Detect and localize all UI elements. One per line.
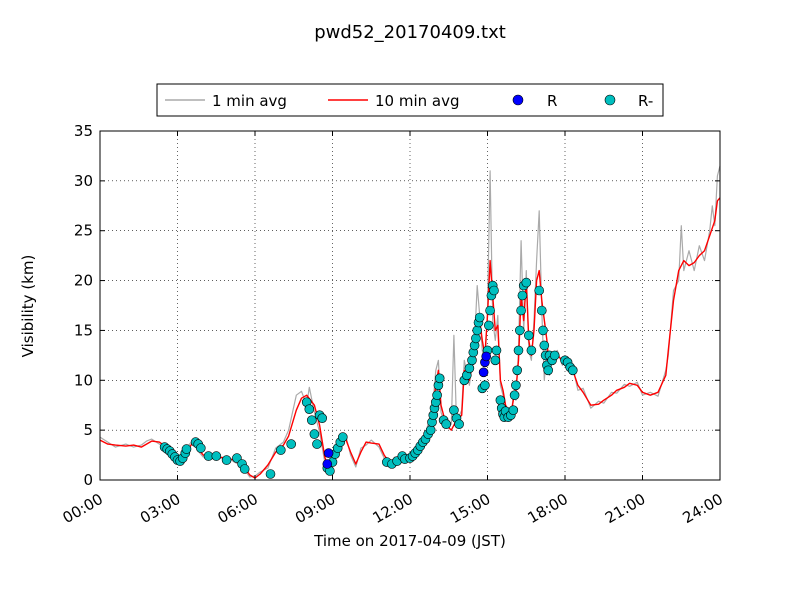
marker-r-minus — [483, 320, 494, 331]
marker-r-minus — [514, 325, 525, 336]
legend-marker-r-minus — [604, 94, 616, 106]
marker-r-minus — [521, 277, 532, 288]
marker-r-minus — [309, 429, 320, 439]
marker-r-minus — [489, 285, 499, 296]
marker-r — [478, 367, 489, 378]
marker-r-minus — [495, 395, 506, 406]
y-axis-label: Visibility (km) — [19, 255, 37, 358]
x-tick-label: 09:00 — [292, 490, 338, 527]
y-tick-label: 20 — [74, 272, 93, 290]
marker-r-minus — [472, 325, 483, 336]
marker-r-minus — [196, 443, 206, 453]
marker-r-minus — [536, 305, 547, 316]
marker-r-minus — [480, 380, 490, 391]
marker-r-minus — [211, 451, 222, 461]
marker-r-minus — [567, 365, 578, 376]
y-tick-label: 30 — [74, 172, 93, 190]
marker-r-minus — [221, 455, 232, 465]
y-tick-label: 10 — [74, 371, 93, 389]
chart-title: pwd52_20170409.txt — [314, 22, 506, 43]
plot-series — [99, 165, 721, 479]
legend-label-1min: 1 min avg — [212, 92, 287, 110]
legend-label-r: R — [547, 92, 557, 110]
x-tick-label: 06:00 — [215, 490, 261, 527]
marker-r-minus — [543, 365, 554, 376]
marker-r-minus — [490, 355, 501, 366]
marker-r-minus — [512, 365, 523, 376]
marker-r-minus — [337, 432, 348, 442]
x-tick-label: 18:00 — [525, 490, 571, 527]
marker-r-minus — [467, 355, 477, 366]
marker-r-minus — [491, 345, 502, 356]
marker-r-minus — [509, 390, 520, 401]
marker-r-minus — [432, 390, 442, 401]
x-tick-label: 12:00 — [370, 490, 416, 527]
legend-box — [156, 83, 664, 117]
marker-r-minus — [306, 415, 317, 426]
marker-r-minus — [317, 413, 328, 424]
marker-r-minus — [181, 444, 192, 454]
x-tick-label: 03:00 — [137, 490, 183, 527]
x-tick-label: 00:00 — [60, 490, 106, 527]
marker-r — [323, 448, 334, 458]
marker-r-minus — [511, 380, 521, 391]
marker-r-minus — [485, 305, 495, 316]
grid — [100, 131, 720, 480]
marker-r — [322, 459, 333, 469]
y-tick-label: 35 — [74, 122, 93, 140]
marker-r-minus — [304, 404, 315, 415]
marker-r-minus — [449, 405, 459, 416]
marker-r-minus — [516, 305, 526, 316]
legend-marker-r — [512, 94, 524, 106]
marker-r-minus — [239, 464, 250, 474]
y-tick-label: 0 — [83, 471, 93, 489]
marker-r — [481, 351, 492, 362]
marker-r-minus — [441, 419, 452, 430]
x-tick-label: 15:00 — [447, 490, 493, 527]
marker-r-minus — [286, 439, 297, 449]
marker-r-minus — [539, 340, 550, 351]
marker-r-minus — [513, 345, 524, 356]
marker-r-minus — [454, 419, 464, 430]
marker-r-minus — [275, 445, 286, 455]
marker-r-minus — [464, 363, 475, 374]
legend-label-10min: 10 min avg — [375, 92, 460, 110]
x-tick-label: 24:00 — [680, 490, 726, 527]
y-tick-label: 15 — [74, 321, 93, 339]
x-tick-label: 21:00 — [602, 490, 648, 527]
marker-r-minus — [538, 325, 548, 336]
y-tick-label: 5 — [83, 421, 93, 439]
legend-label-r-minus: R- — [638, 92, 653, 110]
marker-r-minus — [434, 373, 445, 384]
y-tick-label: 25 — [74, 222, 93, 240]
x-axis-label: Time on 2017-04-09 (JST) — [313, 532, 506, 550]
marker-r-minus — [549, 350, 560, 361]
legend: 1 min avg 10 min avg R R- — [156, 83, 664, 117]
marker-r-minus — [265, 469, 276, 479]
marker-r-minus — [312, 439, 322, 449]
marker-r-minus — [534, 285, 545, 296]
marker-r-minus — [471, 333, 481, 344]
marker-r-minus — [425, 425, 436, 435]
marker-r-minus — [474, 312, 485, 323]
marker-r-minus — [517, 290, 528, 301]
marker-r-minus — [526, 345, 537, 356]
marker-r-minus — [523, 330, 534, 341]
marker-r-minus — [508, 405, 519, 416]
